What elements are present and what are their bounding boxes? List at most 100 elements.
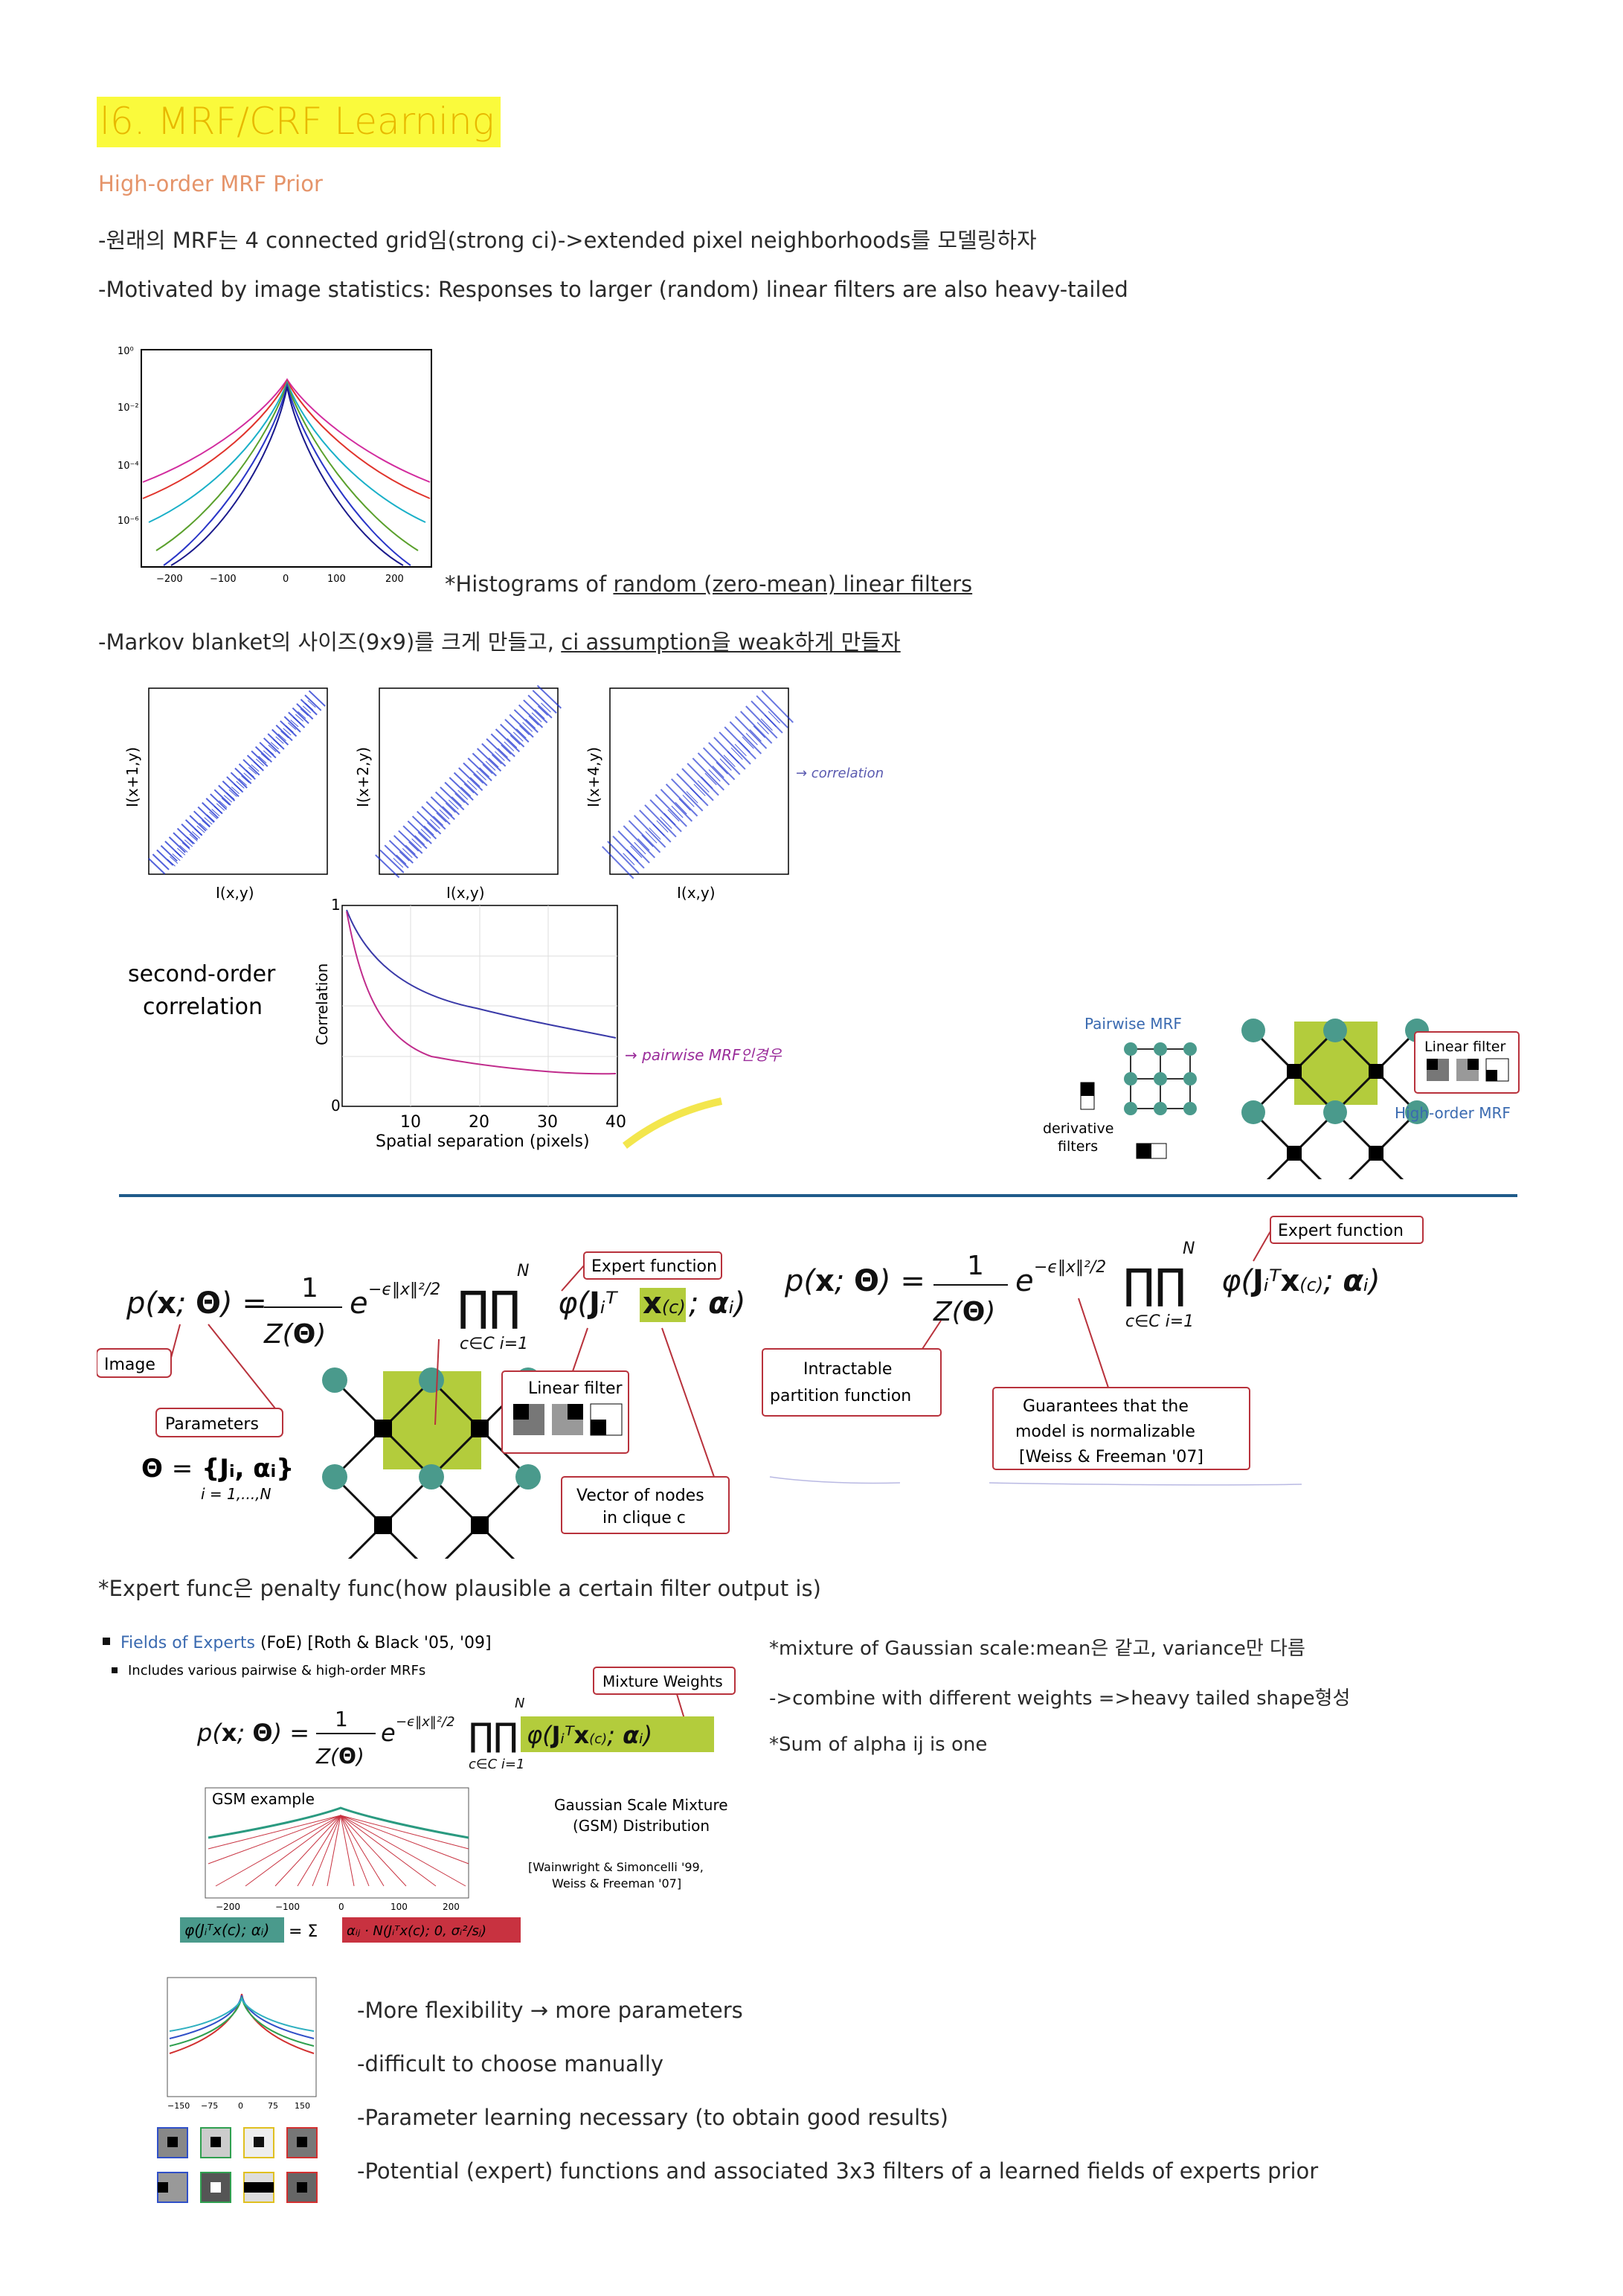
gsm-curve <box>208 1806 469 1839</box>
mixture-weights-label: Mixture Weights <box>602 1673 723 1690</box>
svg-text:p(x; Θ) =: p(x; Θ) = <box>126 1286 267 1321</box>
filters-label: filters <box>1058 1138 1098 1155</box>
svg-text:p(x; Θ) =: p(x; Θ) = <box>196 1719 309 1747</box>
section-heading: High-order MRF Prior <box>98 171 323 196</box>
text-line-2: -Motivated by image statistics: Response… <box>98 277 1128 302</box>
scatter-1-xlabel: I(x,y) <box>216 884 254 902</box>
svg-text:1: 1 <box>967 1251 984 1281</box>
high-order-label: High-order MRF <box>1395 1104 1511 1122</box>
learned-xtick-0: −150 <box>167 2101 190 2111</box>
hist-xtick-2: 0 <box>283 574 289 585</box>
corr-xtick-20: 20 <box>469 1113 489 1132</box>
corr-xtick-40: 40 <box>605 1113 626 1132</box>
svg-text:p(x; Θ) =: p(x; Θ) = <box>784 1264 925 1298</box>
text-line-1: -원래의 MRF는 4 connected grid임(strong ci)->… <box>98 228 1037 253</box>
yellow-arrow <box>623 1097 723 1149</box>
foe-heading-rest: (FoE) [Roth & Black '05, '09] <box>255 1634 492 1652</box>
corr-ytick-0: 0 <box>331 1097 341 1115</box>
hist-curve-navy <box>170 386 404 566</box>
hist-ytick-2: 10⁻⁴ <box>118 461 139 472</box>
svg-text:e: e <box>350 1286 368 1321</box>
corr-ytick-1: 1 <box>331 896 341 914</box>
scatter-3-ylabel: I(x+4,y) <box>585 747 602 807</box>
image-label: Image <box>104 1356 155 1374</box>
gsm-note-2: ->combine with different weights =>heavy… <box>769 1687 1351 1710</box>
pairwise-title: Pairwise MRF <box>1084 1015 1182 1033</box>
scatter-plot-3: I(x+4,y) I(x,y) <box>585 687 797 902</box>
svg-text:N: N <box>517 1262 529 1280</box>
scatter-3-xlabel: I(x,y) <box>677 884 716 902</box>
svg-text:e: e <box>1015 1264 1034 1298</box>
scatter-hand-note: → correlation <box>796 766 884 781</box>
image-box: Image <box>97 1324 181 1378</box>
scatter-1-ylabel: I(x+1,y) <box>123 747 141 807</box>
guarantee-2: model is normalizable <box>1015 1423 1195 1441</box>
learned-curve-red <box>169 1993 315 2054</box>
expert-function-label: Expert function <box>591 1257 717 1276</box>
expert-note: *Expert func은 penalty func(how plausible… <box>98 1576 821 1601</box>
svg-text:N: N <box>515 1696 524 1711</box>
hist-curve-blue <box>163 382 411 566</box>
parameters-box: Parameters <box>155 1324 283 1437</box>
svg-text:∏∏: ∏∏ <box>1123 1260 1186 1309</box>
gsm-note-3: *Sum of alpha ij is one <box>769 1734 988 1756</box>
hist-ytick-3: 10⁻⁶ <box>118 516 139 527</box>
svg-text:−ϵ‖x‖²/2: −ϵ‖x‖²/2 <box>396 1714 455 1730</box>
hist-caption-prefix: *Histograms of <box>445 571 614 597</box>
svg-text:; αᵢ): ; αᵢ) <box>689 1286 745 1321</box>
learned-filters <box>157 2127 318 2203</box>
svg-text:φ(Jᵢᵀx(c); αᵢ): φ(Jᵢᵀx(c); αᵢ) <box>184 1921 269 1939</box>
gsm-xtick-0: −200 <box>216 1902 240 1912</box>
hist-ytick-1: 10⁻² <box>118 403 139 414</box>
gsm-xtick-2: 0 <box>338 1902 344 1912</box>
svg-text:1: 1 <box>335 1707 348 1731</box>
cite-1: [Wainwright & Simoncelli '99, <box>528 1860 704 1874</box>
hist-xtick-0: −200 <box>156 574 183 585</box>
learned-potentials-figure: −150 −75 0 75 150 <box>157 1977 318 2203</box>
corr-left-label-2: correlation <box>143 994 263 1020</box>
corr-xlabel: Spatial separation (pixels) <box>376 1132 590 1151</box>
svg-text:c∈C i=1: c∈C i=1 <box>469 1757 524 1772</box>
formula-figure: p(x; Θ) = 1 Z(Θ) e −ϵ‖x‖²/2 ∏∏ c∈C i=1 N… <box>97 1216 1424 1559</box>
bullet-1: -More flexibility → more parameters <box>357 1998 743 2023</box>
svg-text:αᵢⱼ · N(Jᵢᵀx(c); 0, σᵢ²/sⱼ): αᵢⱼ · N(Jᵢᵀx(c); 0, σᵢ²/sⱼ) <box>347 1923 486 1939</box>
svg-text:N: N <box>1183 1240 1195 1258</box>
guarantee-3: [Weiss & Freeman '07] <box>1019 1448 1203 1466</box>
svg-text:Z(Θ): Z(Θ) <box>263 1319 326 1350</box>
learned-curve-cyan <box>169 1996 315 2032</box>
guarantee-1: Guarantees that the <box>1023 1397 1189 1416</box>
svg-text:= Σ: = Σ <box>289 1923 318 1941</box>
intractable-2: partition function <box>770 1387 911 1405</box>
svg-text:∏∏: ∏∏ <box>457 1283 521 1331</box>
gsm-xtick-4: 200 <box>443 1902 460 1912</box>
learned-xtick-3: 75 <box>268 2101 278 2111</box>
foe-sub: Includes various pairwise & high-order M… <box>128 1663 425 1678</box>
foe-figure: Fields of Experts (FoE) [Roth & Black '0… <box>103 1634 736 1943</box>
svg-text:φ(Jᵢᵀx(c); αᵢ): φ(Jᵢᵀx(c); αᵢ) <box>1221 1264 1381 1298</box>
corr-ylabel: Correlation <box>313 963 331 1045</box>
scatter-correlation-figure: I(x+1,y) I(x,y) I(x+2,y) I(x,y) I(x+4,y)… <box>123 684 1520 1179</box>
bullet-3: -Parameter learning necessary (to obtain… <box>357 2105 948 2130</box>
svg-text:φ(Jᵢᵀ: φ(Jᵢᵀ <box>558 1286 619 1321</box>
derivative-label: derivative <box>1043 1120 1113 1137</box>
svg-text:Fields of Experts (FoE) [Roth: Fields of Experts (FoE) [Roth & Black '0… <box>120 1634 492 1652</box>
text-line-3-prefix: -Markov blanket의 사이즈(9x9)를 크게 만들고, <box>98 629 562 655</box>
learned-curve-blue <box>169 1995 315 2039</box>
gsm-dist-2: (GSM) Distribution <box>573 1817 710 1835</box>
foe-heading-link: Fields of Experts <box>120 1634 255 1652</box>
svg-text:Θ = {Ji, αi}: Θ = {Ji, αi} <box>141 1454 294 1484</box>
svg-text:i = 1,...,N: i = 1,...,N <box>201 1485 271 1503</box>
scatter-2-xlabel: I(x,y) <box>446 884 485 902</box>
learned-xtick-1: −75 <box>201 2101 218 2111</box>
vector-nodes-2: in clique c <box>602 1509 686 1527</box>
gsm-xtick-3: 100 <box>391 1902 408 1912</box>
bullet-4: -Potential (expert) functions and associ… <box>357 2158 1319 2184</box>
page-title: l6. MRF/CRF Learning <box>97 97 501 147</box>
page-title-text: l6. MRF/CRF Learning <box>100 100 495 143</box>
svg-text:c∈C i=1: c∈C i=1 <box>460 1335 528 1353</box>
linear-filter-label: Linear filter <box>1424 1039 1505 1055</box>
corr-curve-blue <box>346 909 617 1039</box>
corr-xtick-10: 10 <box>400 1113 421 1132</box>
hist-xtick-3: 100 <box>327 574 346 585</box>
svg-text:−ϵ‖x‖²/2: −ϵ‖x‖²/2 <box>1034 1258 1106 1277</box>
